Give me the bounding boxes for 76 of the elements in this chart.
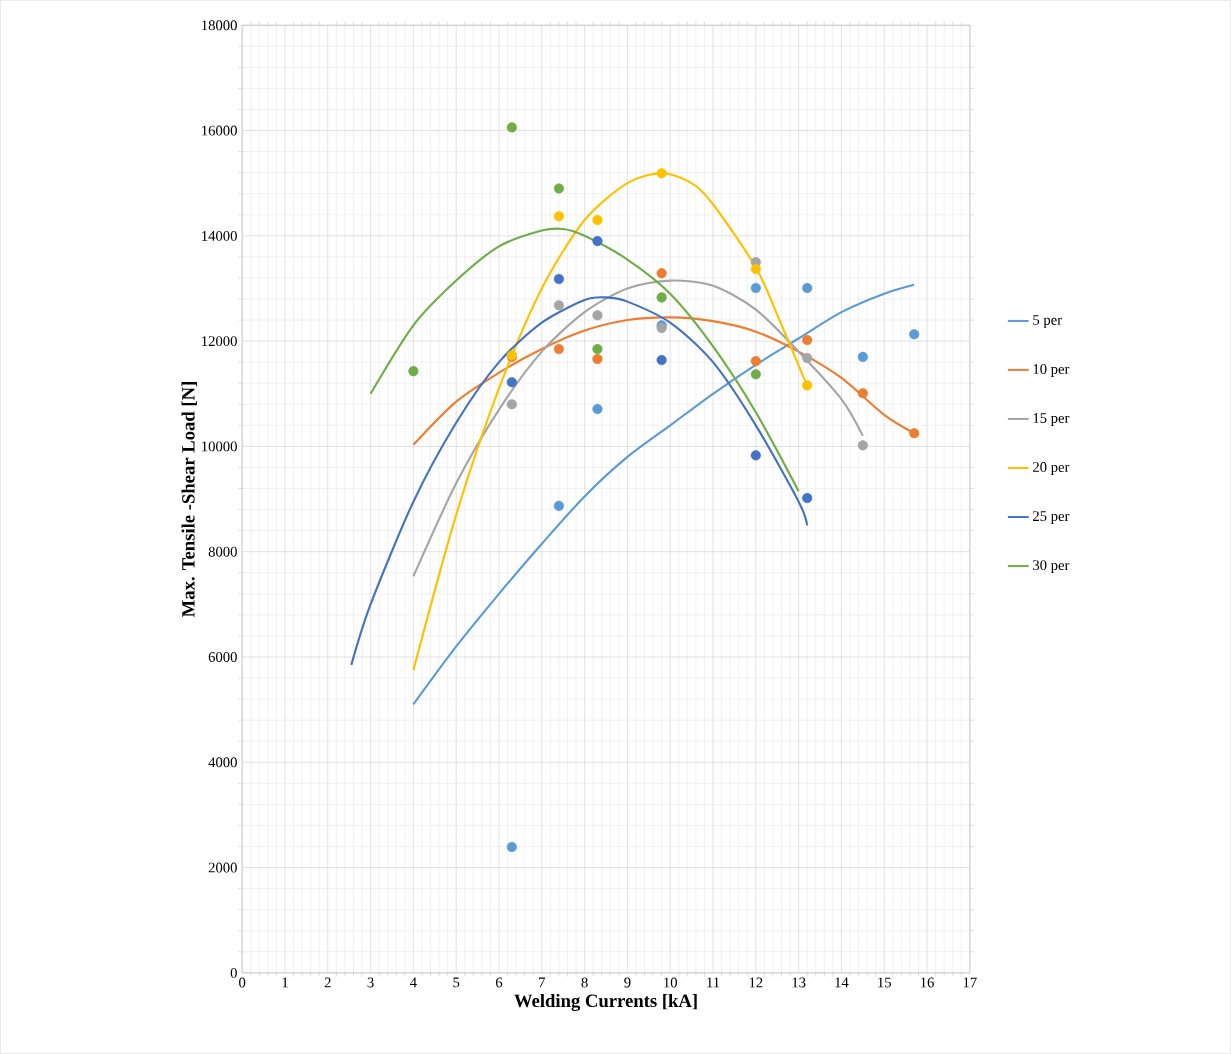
point	[802, 380, 813, 391]
y-tick-label: 0	[230, 967, 237, 978]
legend-label: 30 per	[1033, 560, 1070, 574]
point	[506, 399, 517, 410]
point	[750, 369, 761, 380]
line-series	[412, 279, 864, 578]
legend-label: 5 per	[1033, 315, 1062, 328]
point	[750, 450, 761, 461]
legend-label: 20 per	[1033, 462, 1070, 475]
point	[553, 273, 564, 285]
x-tick-label: 17	[963, 977, 977, 988]
x-tick-label: 14	[835, 977, 849, 988]
x-tick-label: 6	[495, 977, 503, 988]
x-tick-label: 9	[624, 977, 631, 988]
x-tick-label: 2	[324, 977, 331, 988]
point	[656, 268, 667, 279]
x-tick-label: 13	[792, 977, 806, 988]
y-tick-label: 10000	[202, 441, 237, 452]
point	[750, 282, 761, 293]
point	[857, 351, 868, 362]
point	[553, 300, 564, 311]
point	[553, 183, 564, 194]
point	[592, 343, 603, 355]
point	[553, 211, 564, 222]
point	[553, 343, 564, 355]
point	[857, 440, 868, 451]
y-tick-label: 8000	[208, 546, 237, 557]
point	[857, 388, 868, 399]
y-tick-label: 6000	[208, 652, 237, 662]
x-tick-label: 15	[878, 977, 891, 988]
point	[592, 353, 603, 365]
x-tick-label: 7	[539, 977, 546, 988]
point	[506, 841, 517, 853]
y-tick-label: 18000	[202, 20, 237, 31]
point	[592, 310, 603, 321]
y-tick-label: 14000	[202, 230, 237, 241]
x-tick-label: 3	[367, 977, 374, 988]
y-tick-label: 12000	[202, 336, 237, 347]
x-tick-label: 12	[749, 977, 763, 988]
line-series	[369, 227, 800, 493]
y-tick-label: 4000	[208, 757, 237, 768]
point	[656, 292, 667, 303]
point	[506, 377, 517, 388]
point	[592, 235, 603, 247]
legend-label: 15 per	[1033, 413, 1070, 426]
point	[802, 352, 813, 363]
legend-label: 10 per	[1033, 364, 1070, 377]
x-tick-label: 5	[453, 977, 460, 988]
x-tick-label: 4	[410, 977, 417, 988]
point	[909, 428, 920, 439]
x-axis-title: Welding Currents [kA]	[514, 993, 697, 1011]
point	[408, 366, 419, 377]
point	[802, 282, 813, 293]
point	[909, 329, 920, 340]
legend-label: 25 per	[1033, 511, 1070, 524]
point	[750, 356, 761, 367]
point	[656, 168, 667, 179]
point	[802, 334, 813, 346]
x-tick-label: 0	[239, 977, 246, 988]
point	[750, 263, 761, 275]
x-tick-label: 8	[581, 977, 588, 988]
x-tick-label: 1	[282, 977, 288, 988]
point	[656, 354, 667, 366]
line-series	[412, 283, 916, 706]
y-axis-title: Max. Tensile -Shear Load [N]	[181, 382, 197, 618]
point	[506, 122, 517, 133]
y-tick-label: 16000	[202, 125, 237, 136]
line-series	[350, 296, 809, 666]
point	[553, 500, 564, 511]
y-tick-label: 2000	[208, 862, 237, 873]
x-tick-label: 11	[707, 977, 720, 988]
point	[802, 492, 813, 504]
x-tick-label: 16	[921, 977, 934, 988]
point	[592, 214, 603, 226]
x-tick-label: 10	[664, 977, 677, 988]
point	[592, 403, 603, 415]
